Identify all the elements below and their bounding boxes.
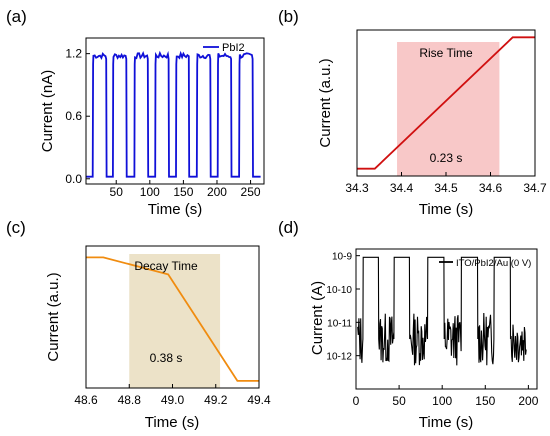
panel-label-d: (d) <box>278 218 299 237</box>
decay-curve <box>86 256 259 382</box>
xtick-label: 49.0 <box>161 393 185 407</box>
xtick-label: 34.4 <box>390 181 414 195</box>
xtick-label: 0 <box>353 394 360 408</box>
ylabel-d: Current (A) <box>309 281 326 355</box>
ytick-label: 0.6 <box>65 109 82 123</box>
ytick-label: 0.0 <box>65 172 82 186</box>
panel-b: (b) 34.3 34.4 34.5 34.6 34.7 Rise Time 0.23 … <box>278 7 547 218</box>
axes-frame-d <box>355 248 538 390</box>
rise-time-shade <box>397 42 500 176</box>
yticks-d: 10-9 10-10 10-11 10-12 <box>326 252 360 363</box>
rise-time-value: 0.23 s <box>430 151 463 165</box>
ylabel-b: Current (a.u.) <box>317 58 334 147</box>
xtick-label: 34.3 <box>345 181 369 195</box>
xtick-label: 49.4 <box>247 393 271 407</box>
panel-label-c: (c) <box>6 218 26 237</box>
shade-label-c: Decay Time <box>134 259 198 273</box>
ylabel-c: Current (a.u.) <box>45 272 62 361</box>
xtick-label: 50 <box>110 185 124 199</box>
ytick-label: 10-10 <box>326 285 352 296</box>
ytick-label: 10-12 <box>326 352 352 363</box>
xlabel-c: Time (s) <box>145 414 199 431</box>
xticks-b: 34.3 34.4 34.5 34.6 34.7 <box>345 172 547 195</box>
xlabel-a: Time (s) <box>148 201 202 218</box>
plot-a <box>86 50 261 178</box>
xtick-label: 48.8 <box>118 393 142 407</box>
panel-label-b: (b) <box>278 7 299 26</box>
xtick-label: 49.2 <box>204 393 228 407</box>
legend-label-a: PbI2 <box>222 42 245 54</box>
xlabel-b: Time (s) <box>419 201 473 218</box>
shade-label-b: Rise Time <box>419 46 473 60</box>
xtick-label: 34.5 <box>434 181 458 195</box>
ylabel-a: Current (nA) <box>39 70 56 153</box>
plot-b <box>357 36 535 176</box>
xtick-label: 200 <box>518 394 538 408</box>
xtick-label: 250 <box>241 185 261 199</box>
panel-c: (c) 48.6 48.8 49.0 49.2 49.4 Decay Time 0.38… <box>6 218 271 431</box>
panel-a: (a) 50 100 150 200 250 0.0 0.6 1.2 PbI2 Time (… <box>6 7 265 218</box>
xticks-a: 50 100 150 200 250 <box>110 180 261 199</box>
xtick-label: 100 <box>432 394 452 408</box>
plot-d <box>357 256 527 366</box>
xtick-label: 150 <box>475 394 495 408</box>
xtick-label: 48.6 <box>74 393 98 407</box>
xlabel-d: Time (s) <box>419 414 473 431</box>
xticks-c: 48.6 48.8 49.0 49.2 49.4 <box>74 384 271 407</box>
legend-label-d: ITO/PbI2/Au (0 V) <box>456 258 531 269</box>
decay-time-shade <box>129 254 221 388</box>
series-line-ito <box>357 256 527 366</box>
xtick-label: 200 <box>207 185 227 199</box>
xtick-label: 34.7 <box>523 181 547 195</box>
panel-d: (d) 0 50 100 150 200 10-9 10-10 10-11 10-12 ITO… <box>278 218 539 431</box>
rise-curve <box>357 36 535 170</box>
xtick-label: 150 <box>173 185 193 199</box>
plot-c <box>86 254 259 388</box>
xticks-d: 0 50 100 150 200 <box>353 385 539 408</box>
xtick-label: 34.6 <box>479 181 503 195</box>
ytick-label: 1.2 <box>65 47 82 61</box>
axes-frame-a <box>85 37 265 185</box>
series-line-pbi2 <box>86 50 261 178</box>
decay-time-value: 0.38 s <box>150 351 183 365</box>
xtick-label: 50 <box>392 394 406 408</box>
ytick-label: 10-11 <box>327 318 352 329</box>
xtick-label: 100 <box>140 185 160 199</box>
yticks-a: 0.0 0.6 1.2 <box>65 47 90 186</box>
panel-label-a: (a) <box>6 7 27 26</box>
ytick-label: 10-9 <box>332 252 352 263</box>
